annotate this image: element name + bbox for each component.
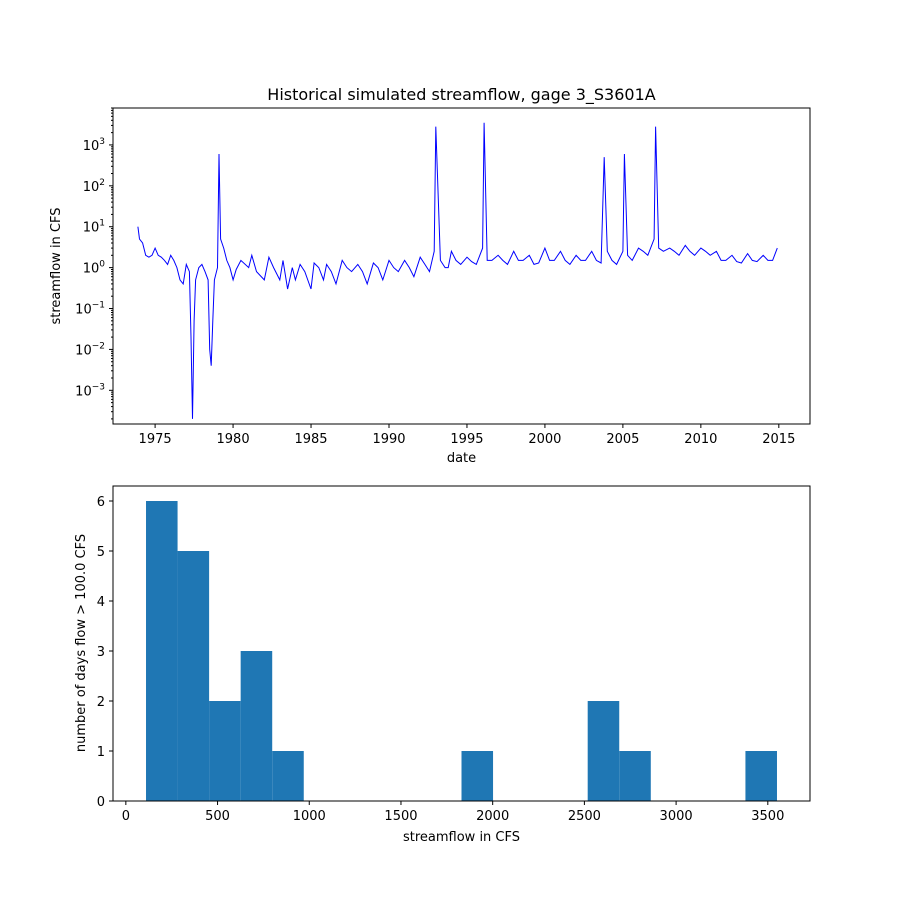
top-y-tick-label: 10−1 (75, 301, 105, 318)
top-x-tick-label: 2010 (684, 432, 717, 447)
top-y-tick-label: 100 (83, 260, 106, 277)
top-chart-title: Historical simulated streamflow, gage 3_… (267, 85, 655, 105)
bottom-x-tick-label: 2000 (476, 809, 509, 824)
top-y-tick-label: 10−2 (75, 341, 105, 358)
bottom-y-tick-label: 1 (97, 745, 105, 760)
bottom-x-tick-label: 3000 (660, 809, 693, 824)
top-x-tick-label: 1975 (139, 432, 172, 447)
top-axes-frame (112, 107, 811, 425)
bottom-x-tick-label: 1000 (293, 809, 326, 824)
bottom-x-tick-label: 2500 (568, 809, 601, 824)
histogram-bar (272, 751, 304, 801)
bottom-x-tick-label: 3500 (751, 809, 784, 824)
top-x-tick-label: 1985 (294, 432, 327, 447)
top-x-ticks: 1975 1980 1985 1990 1995 2000 2005 2010 2015 (139, 424, 795, 447)
bottom-y-tick-label: 4 (97, 595, 105, 610)
top-x-tick-label: 2000 (528, 432, 561, 447)
bottom-y-tick-label: 6 (97, 495, 105, 510)
bottom-axes-frame (112, 485, 811, 802)
top-y-tick-label: 10−3 (75, 382, 105, 399)
streamflow-series-line (137, 122, 778, 419)
histogram-bar (619, 751, 651, 801)
top-y-ticks: 10−3 10−2 10−1 100 101 102 103 (75, 107, 113, 420)
top-y-axis-label: streamflow in CFS (49, 207, 64, 324)
histogram-bar (146, 501, 178, 801)
bottom-x-axis-label: streamflow in CFS (403, 830, 520, 845)
histogram-bar (240, 651, 273, 801)
histogram-bar (177, 551, 210, 801)
top-plot-area (137, 122, 778, 419)
bottom-y-axis-label: number of days flow > 100.0 CFS (74, 534, 89, 752)
bottom-chart: 0 500 1000 1500 2000 2500 3000 3500 0 1 2 3 4 5 6 str… (74, 485, 811, 845)
top-x-tick-label: 1980 (217, 432, 250, 447)
bottom-y-tick-label: 2 (97, 695, 105, 710)
bottom-x-tick-label: 0 (122, 809, 130, 824)
top-x-tick-label: 2015 (762, 432, 795, 447)
bottom-y-tick-label: 0 (97, 795, 105, 810)
top-x-tick-label: 2005 (606, 432, 639, 447)
bottom-y-tick-label: 5 (97, 545, 105, 560)
top-y-tick-label: 102 (83, 178, 105, 195)
bottom-y-ticks: 0 1 2 3 4 5 6 (97, 495, 113, 810)
top-chart: Historical simulated streamflow, gage 3_… (49, 85, 811, 466)
histogram-bars (146, 501, 777, 801)
bottom-x-ticks: 0 500 1000 1500 2000 2500 3000 3500 (122, 801, 784, 824)
top-x-tick-label: 1995 (450, 432, 483, 447)
histogram-bar (745, 751, 777, 801)
top-x-axis-label: date (447, 451, 476, 466)
histogram-bar (461, 751, 494, 801)
top-x-tick-label: 1990 (372, 432, 405, 447)
bottom-y-tick-label: 3 (97, 645, 105, 660)
top-y-tick-label: 101 (83, 219, 105, 236)
histogram-bar (209, 701, 241, 801)
histogram-bar (587, 701, 620, 801)
bottom-x-tick-label: 1500 (384, 809, 417, 824)
top-y-tick-label: 103 (83, 137, 105, 154)
bottom-x-tick-label: 500 (205, 809, 230, 824)
